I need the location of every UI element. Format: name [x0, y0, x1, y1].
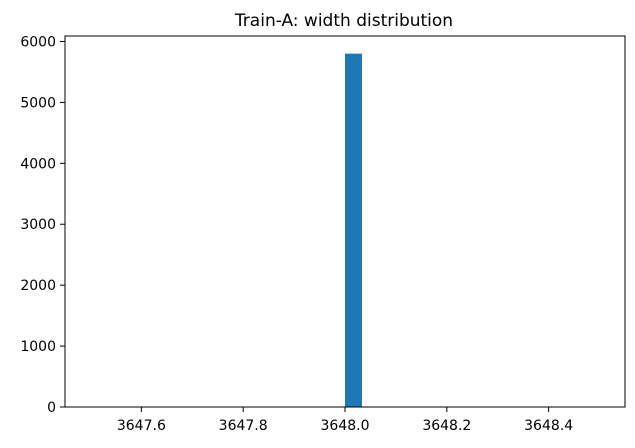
y-tick-label: 2000	[20, 278, 56, 294]
y-tick-label: 1000	[20, 339, 56, 355]
x-tick-label: 3648.4	[524, 418, 573, 434]
x-tick-label: 3647.6	[117, 418, 166, 434]
y-axis-ticks: 0 1000 2000 3000 4000 5000 6000	[20, 34, 65, 416]
x-tick-label: 3647.8	[219, 418, 268, 434]
plot-frame	[64, 35, 626, 408]
x-axis-ticks: 3647.6 3647.8 3648.0 3648.2 3648.4	[117, 407, 573, 434]
bars-group	[345, 53, 362, 408]
histogram-bar-0	[345, 53, 362, 408]
y-tick-label: 4000	[20, 156, 56, 172]
y-tick-label: 6000	[20, 34, 56, 50]
y-tick-label: 0	[47, 400, 56, 416]
y-tick-label: 5000	[20, 95, 56, 111]
x-tick-label: 3648.0	[321, 418, 370, 434]
x-tick-label: 3648.2	[422, 418, 471, 434]
y-tick-label: 3000	[20, 217, 56, 233]
chart-title: Train-A: width distribution	[234, 11, 453, 31]
